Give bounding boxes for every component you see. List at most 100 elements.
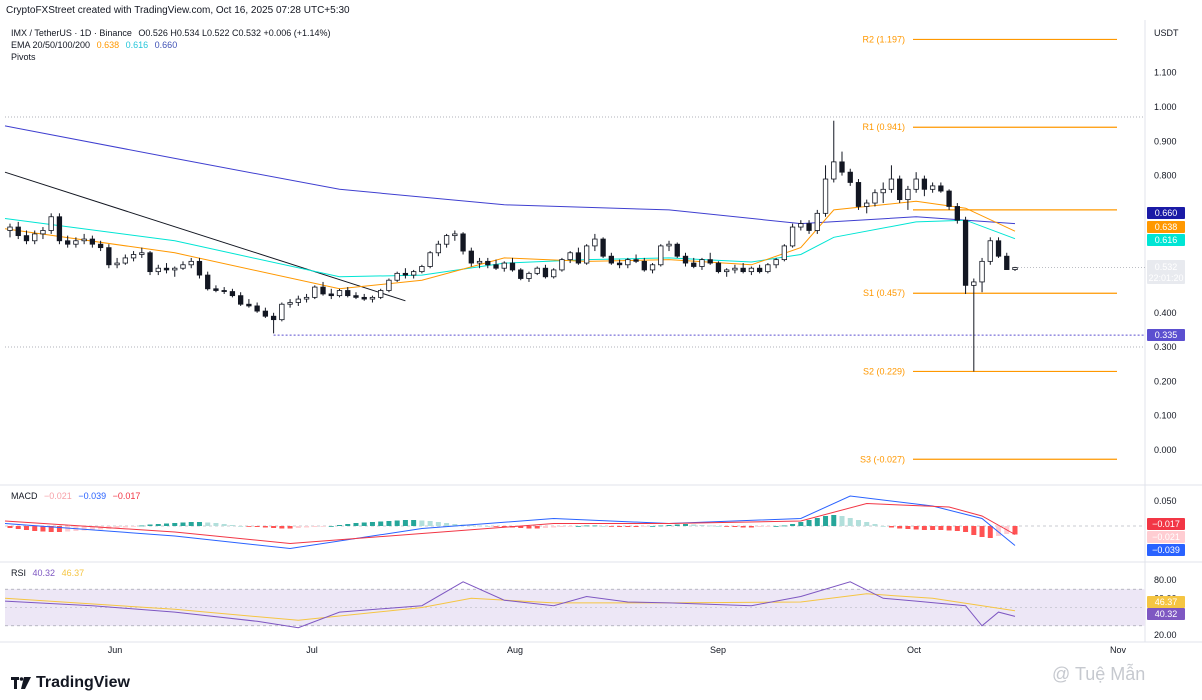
candle[interactable] — [353, 295, 359, 298]
ema-label[interactable]: EMA 20/50/100/200 — [11, 40, 91, 50]
candle[interactable] — [369, 296, 376, 300]
candle[interactable] — [822, 178, 829, 214]
candle[interactable] — [526, 272, 532, 279]
candle[interactable] — [740, 267, 746, 273]
candle[interactable] — [493, 264, 499, 269]
candle[interactable] — [238, 295, 244, 305]
candle[interactable] — [130, 254, 137, 259]
candle[interactable] — [773, 259, 779, 266]
candle[interactable] — [460, 233, 466, 252]
candle[interactable] — [452, 233, 458, 237]
candle[interactable] — [946, 190, 952, 207]
candle[interactable] — [205, 274, 211, 290]
candle[interactable] — [855, 182, 862, 207]
candle[interactable] — [567, 252, 573, 261]
candle[interactable] — [147, 252, 153, 273]
candle[interactable] — [658, 245, 664, 266]
candle[interactable] — [641, 260, 647, 271]
candle[interactable] — [386, 279, 392, 291]
candle[interactable] — [831, 161, 837, 180]
candle[interactable] — [880, 188, 886, 194]
candle[interactable] — [666, 243, 672, 247]
candle[interactable] — [789, 226, 796, 247]
candle[interactable] — [139, 252, 145, 255]
candle[interactable] — [798, 223, 804, 228]
candle[interactable] — [229, 291, 236, 297]
candle[interactable] — [40, 230, 46, 235]
candle[interactable] — [501, 262, 507, 269]
candle[interactable] — [155, 267, 161, 273]
candle[interactable] — [435, 243, 442, 254]
candle[interactable] — [839, 161, 845, 173]
candle[interactable] — [1004, 255, 1010, 270]
candle[interactable] — [254, 305, 260, 312]
candle[interactable] — [542, 267, 549, 278]
candle[interactable] — [847, 171, 853, 183]
candle[interactable] — [56, 216, 63, 242]
candle[interactable] — [287, 302, 293, 305]
candle[interactable] — [410, 271, 417, 276]
candle[interactable] — [23, 235, 30, 242]
candle[interactable] — [213, 288, 219, 291]
candle[interactable] — [674, 243, 680, 257]
candle[interactable] — [971, 281, 977, 286]
tradingview-brand[interactable]: TradingView — [11, 674, 130, 692]
candle[interactable] — [987, 240, 993, 262]
candle[interactable] — [649, 264, 656, 271]
candle[interactable] — [163, 267, 170, 271]
candle[interactable] — [180, 264, 186, 269]
candle[interactable] — [73, 240, 79, 245]
candle[interactable] — [89, 238, 96, 245]
candle[interactable] — [65, 240, 71, 245]
candle[interactable] — [724, 269, 730, 273]
candle[interactable] — [114, 262, 120, 266]
candle[interactable] — [551, 269, 557, 278]
candle[interactable] — [995, 240, 1002, 257]
candle[interactable] — [682, 255, 689, 264]
candle[interactable] — [443, 235, 450, 245]
candle[interactable] — [897, 178, 903, 201]
candle[interactable] — [303, 296, 310, 300]
candle[interactable] — [559, 259, 565, 271]
candle[interactable] — [625, 259, 631, 266]
candle[interactable] — [938, 185, 944, 192]
candle[interactable] — [633, 259, 639, 262]
candle[interactable] — [748, 267, 755, 273]
candle[interactable] — [270, 315, 277, 321]
candle[interactable] — [419, 266, 425, 273]
candle[interactable] — [765, 264, 771, 273]
candle[interactable] — [427, 252, 433, 267]
candle[interactable] — [361, 296, 367, 300]
candle[interactable] — [756, 267, 763, 273]
candle[interactable] — [122, 257, 128, 264]
candle[interactable] — [905, 188, 911, 201]
rsi-label[interactable]: RSI — [11, 568, 27, 578]
candle[interactable] — [378, 290, 384, 298]
candle[interactable] — [518, 269, 524, 279]
candle[interactable] — [221, 290, 227, 292]
candle[interactable] — [864, 202, 870, 207]
candle[interactable] — [48, 216, 54, 231]
candle[interactable] — [979, 260, 985, 283]
candle[interactable] — [600, 238, 606, 257]
candle[interactable] — [1012, 267, 1018, 270]
candle[interactable] — [814, 212, 820, 231]
candle[interactable] — [7, 226, 13, 231]
candle[interactable] — [921, 178, 928, 190]
candle[interactable] — [106, 247, 112, 266]
candle[interactable] — [97, 243, 104, 249]
candle[interactable] — [262, 310, 269, 317]
macd-label[interactable]: MACD — [11, 491, 38, 501]
candle[interactable] — [312, 286, 318, 298]
candle[interactable] — [872, 192, 878, 204]
candle[interactable] — [715, 262, 722, 273]
candle[interactable] — [295, 298, 301, 303]
candle[interactable] — [279, 303, 285, 321]
candle[interactable] — [246, 303, 252, 307]
candle[interactable] — [172, 267, 178, 271]
candle[interactable] — [888, 178, 895, 190]
candle[interactable] — [509, 262, 516, 271]
candle[interactable] — [468, 250, 474, 264]
candle[interactable] — [188, 260, 194, 266]
